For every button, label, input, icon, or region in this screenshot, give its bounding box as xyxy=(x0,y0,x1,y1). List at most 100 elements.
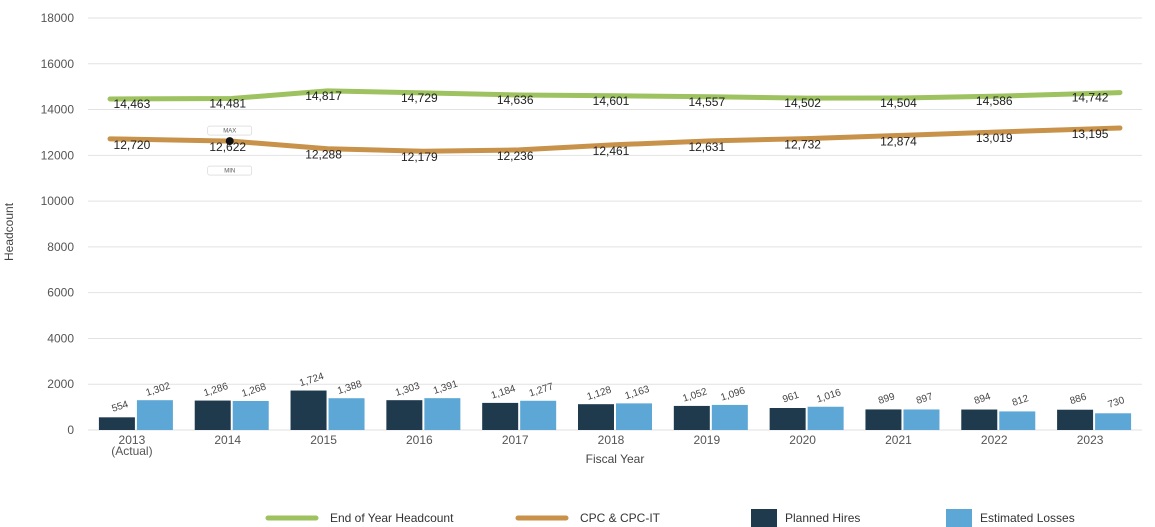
line-label-cpc-cpc-it-2017: 12,236 xyxy=(497,149,534,163)
y-tick-label-8000: 8000 xyxy=(47,240,74,254)
bar-label-planned-hires-2014: 1,286 xyxy=(202,381,230,399)
line-label-end-of-year-headcount-2021: 14,504 xyxy=(880,96,917,110)
line-label-end-of-year-headcount-2016: 14,729 xyxy=(401,91,438,105)
bar-planned-hires-2016 xyxy=(386,400,423,430)
line-label-cpc-cpc-it-2023: 13,195 xyxy=(1072,127,1109,141)
line-label-end-of-year-headcount-2017: 14,636 xyxy=(497,93,534,107)
y-tick-label-16000: 16000 xyxy=(41,57,75,71)
line-data-labels: 14,463 14,481 14,817 14,729 14,636 14,601 14,5… xyxy=(114,89,1109,164)
gridlines xyxy=(88,17,1142,431)
min-annotation-box xyxy=(207,165,253,176)
x-tick-label-2018: 2018 xyxy=(598,433,625,447)
bar-estimated-losses-2020 xyxy=(807,406,844,430)
x-tick-label-2016: 2016 xyxy=(406,433,433,447)
bar-label-planned-hires-2020: 961 xyxy=(781,390,801,406)
legend: End of Year Headcount CPC & CPC-IT Planned… xyxy=(265,509,1075,527)
annotation-marker xyxy=(225,137,234,146)
bar-label-planned-hires-2016: 1,303 xyxy=(394,381,422,399)
x-tick-sublabel-2013: (Actual) xyxy=(111,444,152,458)
y-axis-ticks: 0 2000 4000 6000 8000 10000 12000 14000 16000 180… xyxy=(41,11,75,437)
bar-planned-hires-2018 xyxy=(578,404,614,430)
bar-label-planned-hires-2015: 1,724 xyxy=(298,371,326,389)
bar-label-planned-hires-2017: 1,184 xyxy=(490,383,518,401)
bar-label-estimated-losses-2022: 812 xyxy=(1011,393,1031,409)
x-tick-label-2017: 2017 xyxy=(502,433,529,447)
legend-label-end-of-year-headcount: End of Year Headcount xyxy=(330,511,454,525)
bar-label-planned-hires-2018: 1,128 xyxy=(586,385,614,403)
line-label-end-of-year-headcount-2015: 14,817 xyxy=(305,89,342,103)
bar-estimated-losses-2015 xyxy=(328,398,365,430)
y-tick-label-18000: 18000 xyxy=(41,11,75,25)
bar-planned-hires-2023 xyxy=(1057,409,1094,430)
bar-planned-hires-2017 xyxy=(482,402,519,430)
y-tick-label-14000: 14000 xyxy=(41,103,75,117)
bar-planned-hires-2022 xyxy=(961,409,998,430)
y-tick-label-10000: 10000 xyxy=(41,194,75,208)
bar-estimated-losses-2018 xyxy=(616,403,652,430)
bar-label-planned-hires-2022: 894 xyxy=(973,391,993,407)
bar-estimated-losses-2022 xyxy=(999,411,1036,430)
annotations: MAX MIN xyxy=(207,125,253,176)
legend-swatch-estimated-losses xyxy=(946,509,972,527)
line-label-end-of-year-headcount-2013: 14,463 xyxy=(114,97,151,111)
line-label-cpc-cpc-it-2022: 13,019 xyxy=(976,131,1013,145)
bar-label-estimated-losses-2013: 1,302 xyxy=(145,381,173,399)
y-tick-label-2000: 2000 xyxy=(47,377,74,391)
legend-label-cpc-cpc-it: CPC & CPC-IT xyxy=(580,511,661,525)
min-annotation-text: MIN xyxy=(224,169,235,175)
bar-marks xyxy=(98,390,1132,430)
line-label-cpc-cpc-it-2014: 12,622 xyxy=(209,140,246,154)
x-tick-label-2015: 2015 xyxy=(310,433,337,447)
bar-label-estimated-losses-2016: 1,391 xyxy=(432,379,460,397)
y-tick-label-4000: 4000 xyxy=(47,331,74,345)
x-tick-label-2013: 2013 xyxy=(119,433,146,447)
x-tick-label-2023: 2023 xyxy=(1077,433,1104,447)
bar-planned-hires-2019 xyxy=(673,405,710,430)
line-label-end-of-year-headcount-2014: 14,481 xyxy=(209,97,246,111)
line-label-cpc-cpc-it-2021: 12,874 xyxy=(880,134,917,148)
bar-label-estimated-losses-2021: 897 xyxy=(915,391,935,407)
bar-label-estimated-losses-2018: 1,163 xyxy=(624,384,652,402)
bar-planned-hires-2015 xyxy=(290,390,327,430)
line-label-cpc-cpc-it-2013: 12,720 xyxy=(114,138,151,152)
legend-label-planned-hires: Planned Hires xyxy=(785,511,860,525)
x-tick-label-2019: 2019 xyxy=(693,433,720,447)
legend-label-estimated-losses: Estimated Losses xyxy=(980,511,1075,525)
bar-label-estimated-losses-2019: 1,096 xyxy=(719,385,747,403)
bar-label-estimated-losses-2020: 1,016 xyxy=(815,387,843,405)
line-cpc-cpc-it xyxy=(107,125,1123,154)
bar-label-estimated-losses-2015: 1,388 xyxy=(336,379,364,397)
bar-estimated-losses-2014 xyxy=(232,400,269,430)
bar-estimated-losses-2013 xyxy=(136,400,173,430)
bar-estimated-losses-2023 xyxy=(1095,413,1132,430)
y-tick-label-0: 0 xyxy=(67,423,74,437)
line-label-cpc-cpc-it-2019: 12,631 xyxy=(688,140,725,154)
line-label-end-of-year-headcount-2019: 14,557 xyxy=(688,95,725,109)
bar-planned-hires-2013 xyxy=(98,417,135,430)
x-axis-title: Fiscal Year xyxy=(586,452,645,466)
legend-swatch-planned-hires xyxy=(751,509,777,527)
line-label-end-of-year-headcount-2018: 14,601 xyxy=(593,94,630,108)
bar-label-planned-hires-2013: 554 xyxy=(111,399,131,415)
line-label-end-of-year-headcount-2020: 14,502 xyxy=(784,96,821,110)
bar-label-planned-hires-2023: 886 xyxy=(1069,391,1089,407)
x-tick-label-2022: 2022 xyxy=(981,433,1008,447)
line-label-end-of-year-headcount-2022: 14,586 xyxy=(976,94,1013,108)
max-annotation-text: MAX xyxy=(223,129,236,135)
y-tick-label-6000: 6000 xyxy=(47,286,74,300)
bar-planned-hires-2021 xyxy=(865,409,902,430)
bar-data-labels: 554 1,286 1,724 1,303 1,184 1,128 1,052 961 899 8… xyxy=(111,371,1127,415)
bar-label-estimated-losses-2023: 730 xyxy=(1107,395,1127,411)
bar-planned-hires-2014 xyxy=(194,400,231,430)
bar-estimated-losses-2021 xyxy=(903,409,940,430)
line-label-cpc-cpc-it-2015: 12,288 xyxy=(305,148,342,162)
bar-label-planned-hires-2019: 1,052 xyxy=(681,386,709,404)
bar-estimated-losses-2019 xyxy=(711,404,748,430)
bar-planned-hires-2020 xyxy=(769,408,806,430)
x-axis-ticks: 2013(Actual) 2014 2015 2016 2017 2018 2019 2020… xyxy=(111,433,1104,458)
bar-label-planned-hires-2021: 899 xyxy=(877,391,897,407)
x-tick-label-2014: 2014 xyxy=(214,433,241,447)
line-label-cpc-cpc-it-2018: 12,461 xyxy=(593,144,630,158)
